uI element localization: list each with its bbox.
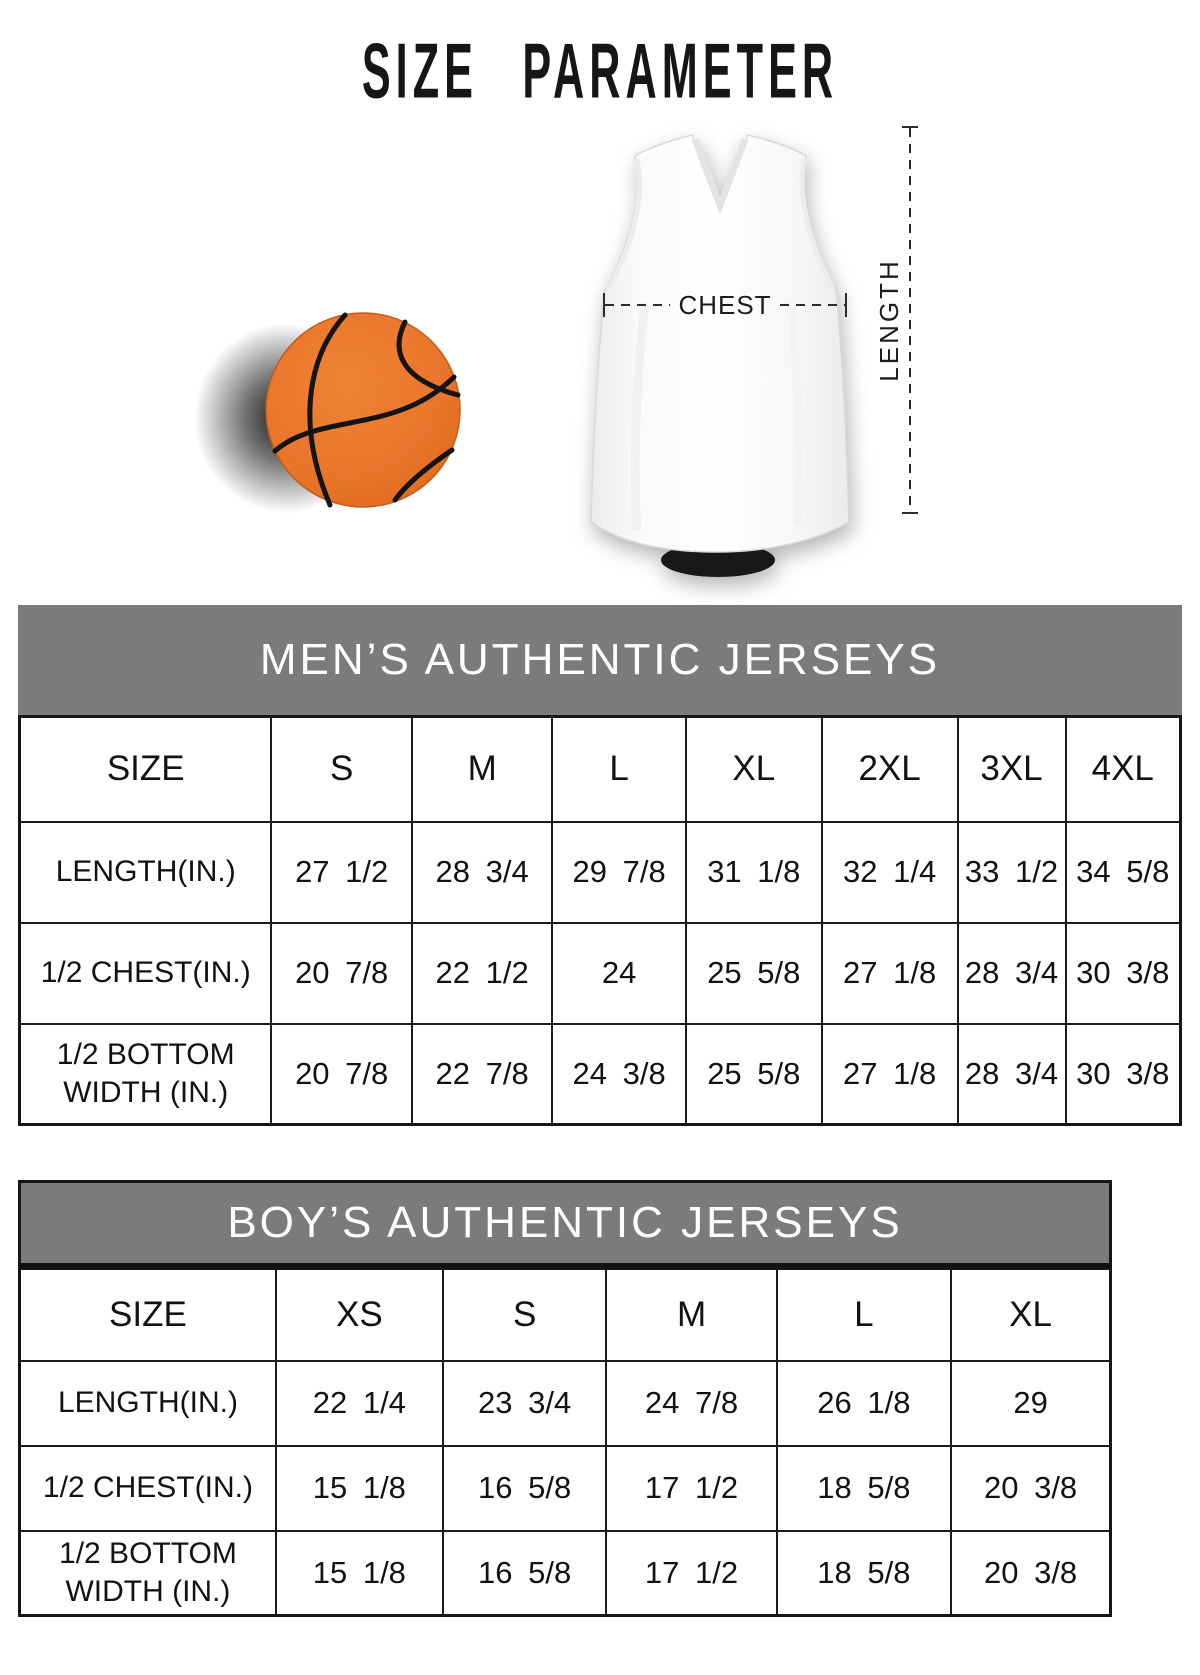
size-value: 26 1/8 [775,1359,953,1447]
column-header: 3XL [956,715,1067,823]
length-label: LENGTH [874,258,904,382]
length-tick-bottom [902,512,918,514]
boys-size-section: BOY’S AUTHENTIC JERSEYS SIZE XS S M L XL LEN… [18,1180,1112,1617]
size-value: 22 7/8 [410,1022,554,1126]
row-label: 1/2 BOTTOM WIDTH (IN.) [18,1022,273,1126]
page-title: SIZE PARAMETER [361,27,839,115]
size-value: 25 5/8 [684,1022,823,1126]
chest-tick-left [603,293,605,317]
row-label: LENGTH(IN.) [18,1359,277,1447]
length-measure: LENGTH [874,126,921,514]
table-row: 1/2 CHEST(IN.) 20 7/8 22 1/2 24 25 5/8 27 1/8… [18,921,1182,1025]
boys-section-header: BOY’S AUTHENTIC JERSEYS [18,1180,1112,1267]
table-row: 1/2 CHEST(IN.) 15 1/8 16 5/8 17 1/2 18 5/8 20… [18,1444,1112,1532]
size-value: 30 3/8 [1064,921,1182,1025]
column-header: XL [950,1267,1112,1362]
column-header: XL [684,715,823,823]
boys-section-title: BOY’S AUTHENTIC JERSEYS [227,1198,903,1247]
chest-measure: CHEST [603,290,847,320]
size-value: 29 [950,1359,1112,1447]
basketball-icon [194,312,461,513]
column-header-row: SIZE S M L XL 2XL 3XL 4XL [18,715,1182,823]
jersey-graphic [590,134,850,577]
row-label: 1/2 CHEST(IN.) [18,921,273,1025]
size-value: 27 1/2 [270,820,413,924]
size-value: 15 1/8 [274,1529,444,1617]
length-tick-top [902,126,918,128]
size-value: 27 1/8 [820,921,959,1025]
size-value: 18 5/8 [775,1444,953,1532]
column-header-row: SIZE XS S M L XL [18,1267,1112,1362]
size-value: 18 5/8 [775,1529,953,1617]
size-value: 16 5/8 [441,1444,608,1532]
basketball-seams [272,312,461,508]
chest-dashed-line [779,304,845,306]
size-value: 24 7/8 [605,1359,778,1447]
column-header: 4XL [1064,715,1182,823]
size-value: 16 5/8 [441,1529,608,1617]
row-label: 1/2 BOTTOM WIDTH (IN.) [18,1529,277,1617]
mens-size-section: MEN’S AUTHENTIC JERSEYS SIZE S M L XL 2XL 3XL… [18,605,1182,1126]
table-row: LENGTH(IN.) 22 1/4 23 3/4 24 7/8 26 1/8 29 [18,1359,1112,1447]
mens-size-table: SIZE S M L XL 2XL 3XL 4XL LENGTH(IN.) 27 1/2 28 … [18,715,1182,1126]
row-label: 1/2 CHEST(IN.) [18,1444,277,1532]
size-value: 20 7/8 [270,1022,413,1126]
size-value: 34 5/8 [1064,820,1182,924]
size-value: 28 3/4 [956,1022,1067,1126]
size-value: 22 1/4 [274,1359,444,1447]
column-header-size: SIZE [18,715,273,823]
mens-section-header: MEN’S AUTHENTIC JERSEYS [18,605,1182,715]
size-value: 23 3/4 [441,1359,608,1447]
column-header: 2XL [820,715,959,823]
size-value: 17 1/2 [605,1529,778,1617]
column-header: XS [274,1267,444,1362]
chest-dashed-line [605,304,671,306]
jersey-trim [605,137,836,531]
size-value: 30 3/8 [1064,1022,1182,1126]
column-header: L [775,1267,953,1362]
mens-section-title: MEN’S AUTHENTIC JERSEYS [259,635,941,684]
size-value: 31 1/8 [684,820,823,924]
column-header: S [270,715,413,823]
size-value: 20 7/8 [270,921,413,1025]
column-header: M [410,715,554,823]
size-value: 25 5/8 [684,921,823,1025]
size-value: 22 1/2 [410,921,554,1025]
basketball-ball [265,312,461,508]
column-header: L [551,715,687,823]
size-value: 27 1/8 [820,1022,959,1126]
size-guide-illustration: CHEST LENGTH [0,110,1200,580]
table-row: LENGTH(IN.) 27 1/2 28 3/4 29 7/8 31 1/8 32 1/… [18,820,1182,924]
size-value: 28 3/4 [410,820,554,924]
boys-size-table: SIZE XS S M L XL LENGTH(IN.) 22 1/4 23 3/4 24 7… [18,1267,1112,1617]
length-dashed-line [909,128,911,512]
column-header: M [605,1267,778,1362]
size-value: 17 1/2 [605,1444,778,1532]
table-row: 1/2 BOTTOM WIDTH (IN.) 20 7/8 22 7/8 24 3/8… [18,1022,1182,1126]
size-value: 20 3/8 [950,1529,1112,1617]
size-value: 20 3/8 [950,1444,1112,1532]
size-value: 15 1/8 [274,1444,444,1532]
chest-label: CHEST [678,289,772,320]
table-row: 1/2 BOTTOM WIDTH (IN.) 15 1/8 16 5/8 17 1/2… [18,1529,1112,1617]
size-value: 32 1/4 [820,820,959,924]
size-value: 24 [551,921,687,1025]
column-header: S [441,1267,608,1362]
size-value: 28 3/4 [956,921,1067,1025]
row-label: LENGTH(IN.) [18,820,273,924]
column-header-size: SIZE [18,1267,277,1362]
size-value: 29 7/8 [551,820,687,924]
size-value: 24 3/8 [551,1022,687,1126]
chest-tick-right [845,293,847,317]
size-value: 33 1/2 [956,820,1067,924]
